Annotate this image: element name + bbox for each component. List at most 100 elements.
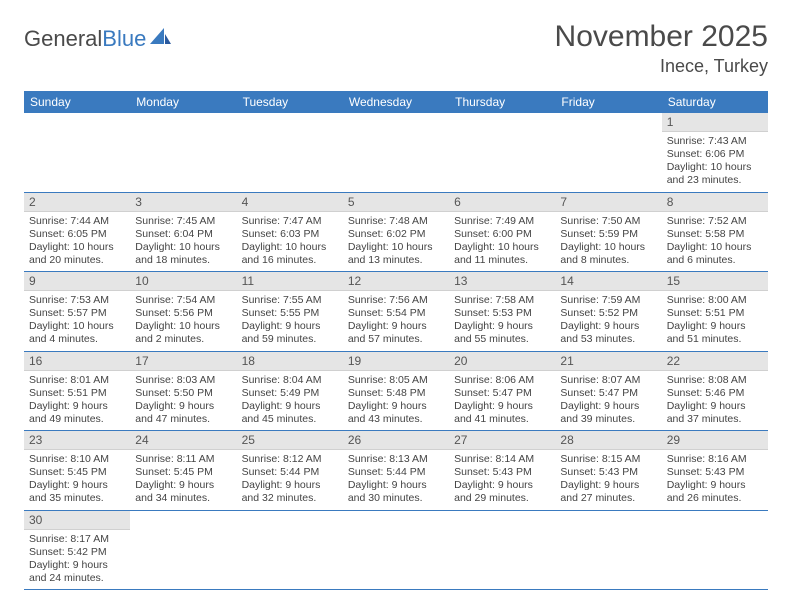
day-body: Sunrise: 7:55 AMSunset: 5:55 PMDaylight:… — [237, 291, 343, 351]
day-number: 24 — [130, 431, 236, 450]
day-number: 28 — [555, 431, 661, 450]
day-cell: 19Sunrise: 8:05 AMSunset: 5:48 PMDayligh… — [343, 351, 449, 431]
day-cell — [130, 510, 236, 590]
day-cell: 22Sunrise: 8:08 AMSunset: 5:46 PMDayligh… — [662, 351, 768, 431]
day-number: 29 — [662, 431, 768, 450]
week-row: 1Sunrise: 7:43 AMSunset: 6:06 PMDaylight… — [24, 113, 768, 192]
day-cell: 13Sunrise: 7:58 AMSunset: 5:53 PMDayligh… — [449, 272, 555, 352]
week-row: 16Sunrise: 8:01 AMSunset: 5:51 PMDayligh… — [24, 351, 768, 431]
day-body: Sunrise: 8:00 AMSunset: 5:51 PMDaylight:… — [662, 291, 768, 351]
day-cell: 23Sunrise: 8:10 AMSunset: 5:45 PMDayligh… — [24, 431, 130, 511]
day-cell: 4Sunrise: 7:47 AMSunset: 6:03 PMDaylight… — [237, 192, 343, 272]
day-body: Sunrise: 7:48 AMSunset: 6:02 PMDaylight:… — [343, 212, 449, 272]
week-row: 9Sunrise: 7:53 AMSunset: 5:57 PMDaylight… — [24, 272, 768, 352]
day-cell: 21Sunrise: 8:07 AMSunset: 5:47 PMDayligh… — [555, 351, 661, 431]
day-number: 13 — [449, 272, 555, 291]
day-cell: 24Sunrise: 8:11 AMSunset: 5:45 PMDayligh… — [130, 431, 236, 511]
day-body: Sunrise: 8:10 AMSunset: 5:45 PMDaylight:… — [24, 450, 130, 510]
day-cell: 11Sunrise: 7:55 AMSunset: 5:55 PMDayligh… — [237, 272, 343, 352]
day-cell: 16Sunrise: 8:01 AMSunset: 5:51 PMDayligh… — [24, 351, 130, 431]
dow-header: Thursday — [449, 91, 555, 113]
day-number: 19 — [343, 352, 449, 371]
day-number: 11 — [237, 272, 343, 291]
day-body: Sunrise: 7:44 AMSunset: 6:05 PMDaylight:… — [24, 212, 130, 272]
day-body: Sunrise: 7:54 AMSunset: 5:56 PMDaylight:… — [130, 291, 236, 351]
week-row: 30Sunrise: 8:17 AMSunset: 5:42 PMDayligh… — [24, 510, 768, 590]
day-number: 15 — [662, 272, 768, 291]
day-number: 7 — [555, 193, 661, 212]
day-body: Sunrise: 8:17 AMSunset: 5:42 PMDaylight:… — [24, 530, 130, 590]
day-cell — [130, 113, 236, 192]
day-cell: 5Sunrise: 7:48 AMSunset: 6:02 PMDaylight… — [343, 192, 449, 272]
day-cell: 20Sunrise: 8:06 AMSunset: 5:47 PMDayligh… — [449, 351, 555, 431]
logo-text-1: General — [24, 26, 102, 52]
day-number: 5 — [343, 193, 449, 212]
day-number: 25 — [237, 431, 343, 450]
calendar-table: SundayMondayTuesdayWednesdayThursdayFrid… — [24, 91, 768, 590]
day-cell — [449, 510, 555, 590]
dow-header: Monday — [130, 91, 236, 113]
logo-text-2: Blue — [102, 26, 146, 52]
day-number: 30 — [24, 511, 130, 530]
day-cell: 12Sunrise: 7:56 AMSunset: 5:54 PMDayligh… — [343, 272, 449, 352]
day-cell: 27Sunrise: 8:14 AMSunset: 5:43 PMDayligh… — [449, 431, 555, 511]
day-cell — [24, 113, 130, 192]
day-number: 17 — [130, 352, 236, 371]
title-block: November 2025 Inece, Turkey — [555, 20, 768, 77]
day-body: Sunrise: 8:14 AMSunset: 5:43 PMDaylight:… — [449, 450, 555, 510]
day-cell: 28Sunrise: 8:15 AMSunset: 5:43 PMDayligh… — [555, 431, 661, 511]
day-number: 10 — [130, 272, 236, 291]
day-cell — [662, 510, 768, 590]
day-cell: 1Sunrise: 7:43 AMSunset: 6:06 PMDaylight… — [662, 113, 768, 192]
day-number: 23 — [24, 431, 130, 450]
day-body: Sunrise: 8:13 AMSunset: 5:44 PMDaylight:… — [343, 450, 449, 510]
day-cell: 14Sunrise: 7:59 AMSunset: 5:52 PMDayligh… — [555, 272, 661, 352]
day-cell — [449, 113, 555, 192]
day-body: Sunrise: 7:45 AMSunset: 6:04 PMDaylight:… — [130, 212, 236, 272]
day-body: Sunrise: 7:58 AMSunset: 5:53 PMDaylight:… — [449, 291, 555, 351]
day-body: Sunrise: 8:06 AMSunset: 5:47 PMDaylight:… — [449, 371, 555, 431]
day-cell — [237, 510, 343, 590]
day-number: 20 — [449, 352, 555, 371]
day-number: 27 — [449, 431, 555, 450]
location: Inece, Turkey — [555, 56, 768, 77]
day-number: 21 — [555, 352, 661, 371]
day-body: Sunrise: 8:12 AMSunset: 5:44 PMDaylight:… — [237, 450, 343, 510]
day-number: 14 — [555, 272, 661, 291]
day-number: 6 — [449, 193, 555, 212]
day-cell — [237, 113, 343, 192]
day-body: Sunrise: 8:15 AMSunset: 5:43 PMDaylight:… — [555, 450, 661, 510]
day-body: Sunrise: 7:56 AMSunset: 5:54 PMDaylight:… — [343, 291, 449, 351]
day-body: Sunrise: 8:03 AMSunset: 5:50 PMDaylight:… — [130, 371, 236, 431]
day-number: 26 — [343, 431, 449, 450]
week-row: 23Sunrise: 8:10 AMSunset: 5:45 PMDayligh… — [24, 431, 768, 511]
dow-header: Saturday — [662, 91, 768, 113]
day-number: 8 — [662, 193, 768, 212]
day-body: Sunrise: 7:50 AMSunset: 5:59 PMDaylight:… — [555, 212, 661, 272]
dow-row: SundayMondayTuesdayWednesdayThursdayFrid… — [24, 91, 768, 113]
day-cell — [555, 113, 661, 192]
sail-icon — [150, 26, 172, 52]
dow-header: Wednesday — [343, 91, 449, 113]
day-cell: 10Sunrise: 7:54 AMSunset: 5:56 PMDayligh… — [130, 272, 236, 352]
day-number: 16 — [24, 352, 130, 371]
dow-header: Friday — [555, 91, 661, 113]
day-cell: 9Sunrise: 7:53 AMSunset: 5:57 PMDaylight… — [24, 272, 130, 352]
day-number: 2 — [24, 193, 130, 212]
day-cell: 6Sunrise: 7:49 AMSunset: 6:00 PMDaylight… — [449, 192, 555, 272]
day-cell: 26Sunrise: 8:13 AMSunset: 5:44 PMDayligh… — [343, 431, 449, 511]
day-cell: 8Sunrise: 7:52 AMSunset: 5:58 PMDaylight… — [662, 192, 768, 272]
day-cell: 30Sunrise: 8:17 AMSunset: 5:42 PMDayligh… — [24, 510, 130, 590]
day-number: 1 — [662, 113, 768, 132]
day-number: 18 — [237, 352, 343, 371]
day-body: Sunrise: 8:05 AMSunset: 5:48 PMDaylight:… — [343, 371, 449, 431]
day-body: Sunrise: 7:47 AMSunset: 6:03 PMDaylight:… — [237, 212, 343, 272]
day-body: Sunrise: 7:59 AMSunset: 5:52 PMDaylight:… — [555, 291, 661, 351]
calendar-body: 1Sunrise: 7:43 AMSunset: 6:06 PMDaylight… — [24, 113, 768, 590]
page-header: GeneralBlue November 2025 Inece, Turkey — [24, 20, 768, 77]
day-body: Sunrise: 8:01 AMSunset: 5:51 PMDaylight:… — [24, 371, 130, 431]
day-body: Sunrise: 8:07 AMSunset: 5:47 PMDaylight:… — [555, 371, 661, 431]
day-cell — [555, 510, 661, 590]
day-number: 3 — [130, 193, 236, 212]
day-cell: 17Sunrise: 8:03 AMSunset: 5:50 PMDayligh… — [130, 351, 236, 431]
